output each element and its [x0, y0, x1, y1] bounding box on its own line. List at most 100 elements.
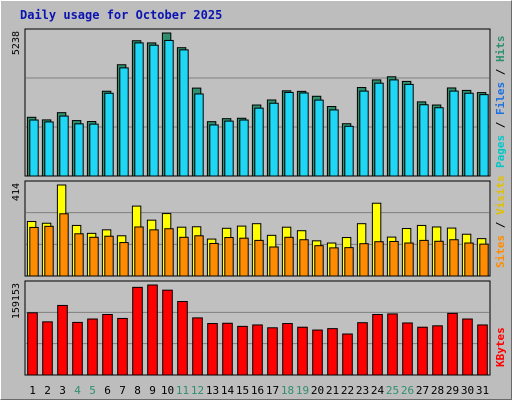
bar-files-22 — [344, 125, 354, 177]
bar-kbytes-13 — [207, 323, 218, 376]
bar-files-12 — [194, 93, 204, 177]
bar-sites-25 — [389, 240, 399, 277]
bar-kbytes-12 — [192, 317, 203, 376]
bar-sites-16 — [254, 239, 264, 277]
x-tick-label: 11 — [176, 384, 189, 397]
max-label-pages-files-hits: 5238 — [11, 31, 22, 55]
x-tick-label: 1 — [29, 384, 36, 397]
bar-files-21 — [329, 109, 339, 177]
x-tick-label: 24 — [371, 384, 385, 397]
bar-sites-18 — [284, 236, 294, 277]
bar-sites-11 — [179, 236, 189, 277]
bar-sites-4 — [74, 233, 84, 277]
bar-files-10 — [164, 39, 174, 177]
max-label-visits-sites: 414 — [11, 183, 22, 201]
bar-kbytes-31 — [477, 324, 488, 376]
x-tick-label: 15 — [236, 384, 249, 397]
x-tick-label: 17 — [266, 384, 279, 397]
bar-kbytes-10 — [162, 289, 173, 376]
bar-kbytes-9 — [147, 284, 158, 376]
legend-kbytes: KBytes — [494, 327, 507, 367]
bar-kbytes-27 — [417, 326, 428, 376]
x-tick-label: 3 — [59, 384, 66, 397]
bar-kbytes-21 — [327, 328, 338, 376]
bar-kbytes-25 — [387, 313, 398, 376]
x-tick-label: 20 — [311, 384, 324, 397]
bar-files-30 — [464, 92, 474, 177]
bar-kbytes-29 — [447, 312, 458, 376]
bar-sites-26 — [404, 242, 414, 277]
bar-files-15 — [239, 119, 249, 177]
bar-sites-7 — [119, 242, 129, 277]
bar-files-29 — [449, 90, 459, 177]
bar-kbytes-22 — [342, 333, 353, 376]
bar-files-14 — [224, 120, 234, 177]
x-tick-label: 29 — [446, 384, 459, 397]
x-tick-label: 22 — [341, 384, 354, 397]
x-tick-label: 23 — [356, 384, 369, 397]
bar-kbytes-14 — [222, 322, 233, 376]
bar-files-4 — [74, 123, 84, 177]
bar-files-8 — [134, 42, 144, 177]
legend-visits-sites: Sites / Visits — [494, 175, 507, 268]
x-tick-label: 8 — [134, 384, 141, 397]
bar-sites-19 — [299, 239, 309, 277]
bar-files-26 — [404, 83, 414, 177]
bar-kbytes-26 — [402, 322, 413, 376]
bar-sites-15 — [239, 237, 249, 277]
bar-kbytes-23 — [357, 322, 368, 376]
bar-kbytes-17 — [267, 327, 278, 376]
bar-files-25 — [389, 79, 399, 177]
bar-sites-3 — [59, 213, 69, 277]
bar-sites-30 — [464, 242, 474, 277]
bar-files-1 — [29, 119, 39, 177]
x-tick-label: 7 — [119, 384, 126, 397]
bar-sites-31 — [479, 243, 489, 277]
x-tick-label: 30 — [461, 384, 474, 397]
bar-sites-9 — [149, 229, 159, 277]
x-tick-label: 2 — [44, 384, 51, 397]
bar-files-18 — [284, 91, 294, 177]
bar-files-5 — [89, 123, 99, 177]
x-tick-label: 5 — [89, 384, 96, 397]
bar-kbytes-3 — [57, 304, 68, 376]
bar-files-17 — [269, 102, 279, 177]
x-tick-label: 28 — [431, 384, 444, 397]
bar-files-20 — [314, 99, 324, 177]
x-tick-label: 21 — [326, 384, 339, 397]
x-tick-label: 9 — [149, 384, 156, 397]
bar-sites-21 — [329, 247, 339, 277]
bar-kbytes-5 — [87, 318, 98, 376]
bar-kbytes-11 — [177, 300, 188, 376]
bar-files-19 — [299, 92, 309, 177]
x-tick-label: 12 — [191, 384, 204, 397]
x-tick-label: 16 — [251, 384, 264, 397]
x-tick-label: 18 — [281, 384, 294, 397]
bar-files-16 — [254, 107, 264, 177]
bar-sites-20 — [314, 245, 324, 277]
bar-sites-22 — [344, 247, 354, 277]
bar-files-27 — [419, 104, 429, 177]
bar-files-6 — [104, 92, 114, 177]
bar-kbytes-4 — [72, 321, 83, 376]
bar-files-24 — [374, 82, 384, 177]
chart-title: Daily usage for October 2025 — [20, 8, 223, 22]
bar-files-11 — [179, 49, 189, 177]
x-tick-label: 25 — [386, 384, 399, 397]
bar-sites-29 — [449, 239, 459, 277]
bar-kbytes-8 — [132, 286, 143, 376]
x-tick-label: 14 — [221, 384, 235, 397]
bar-sites-13 — [209, 242, 219, 277]
bar-kbytes-19 — [297, 326, 308, 376]
x-tick-label: 27 — [416, 384, 429, 397]
bar-sites-14 — [224, 237, 234, 277]
bar-kbytes-2 — [42, 321, 53, 376]
bar-kbytes-30 — [462, 318, 473, 376]
bar-files-28 — [434, 107, 444, 177]
legend-pages-files-hits: Pages / Files / Hits — [494, 36, 507, 169]
bar-kbytes-7 — [117, 317, 128, 376]
bar-kbytes-15 — [237, 325, 248, 376]
x-tick-label: 26 — [401, 384, 414, 397]
